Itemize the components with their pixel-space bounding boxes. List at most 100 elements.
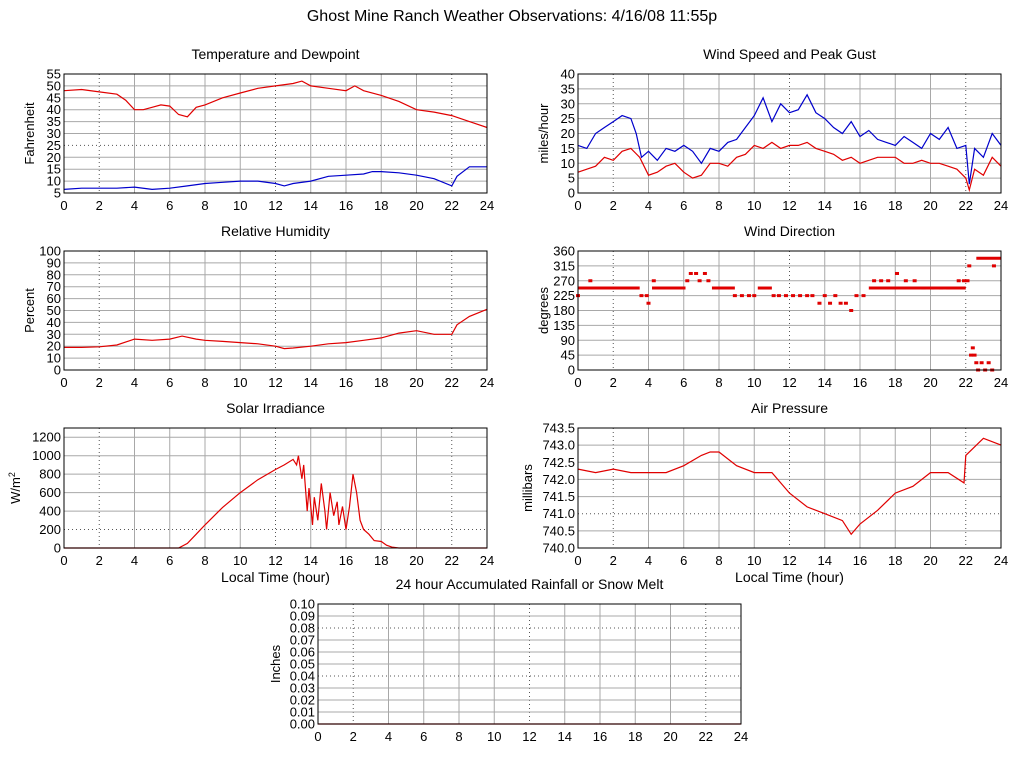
data-point (833, 294, 838, 298)
y-tick-label: 40 (47, 102, 61, 117)
x-tick-label: 20 (923, 553, 937, 568)
data-point (872, 279, 877, 283)
data-point (644, 294, 649, 298)
x-tick-label: 0 (60, 198, 67, 213)
data-point (903, 279, 908, 283)
plot-frame (63, 427, 488, 549)
data-point (783, 294, 788, 298)
y-tick-label: 743.0 (542, 438, 575, 453)
x-tick-label: 18 (888, 375, 902, 390)
x-tick-label: 8 (715, 375, 722, 390)
y-tick-label: 270 (553, 273, 575, 288)
x-tick-label: 18 (888, 198, 902, 213)
y-tick-label: 50 (47, 78, 61, 93)
x-tick-label: 22 (445, 198, 459, 213)
x-tick-label: 4 (131, 198, 138, 213)
chart-rain: 0 2 4 6 8 10 12 14 16 18 20 22 240.000.010.020.030.0… (268, 576, 748, 744)
x-tick-label: 4 (385, 729, 392, 744)
y-tick-label: 55 (47, 67, 61, 82)
data-point (946, 286, 951, 290)
y-axis-label: millibars (520, 464, 535, 512)
y-tick-label: 0.02 (290, 693, 315, 708)
data-point (967, 264, 972, 268)
data-point (776, 294, 781, 298)
y-tick-label: 0 (568, 186, 575, 201)
x-tick-label: 12 (268, 198, 282, 213)
x-tick-label: 24 (994, 553, 1008, 568)
x-tick-label: 24 (994, 198, 1008, 213)
data-point (961, 279, 966, 283)
y-tick-label: 741.0 (542, 506, 575, 521)
page-title: Ghost Mine Ranch Weather Observations: 4… (306, 8, 718, 25)
y-tick-label: 0.10 (290, 597, 315, 612)
y-tick-label: 10 (561, 156, 575, 171)
y-tick-label: 0 (54, 541, 61, 556)
x-axis-label: Local Time (hour) (735, 569, 844, 585)
x-tick-label: 16 (853, 375, 867, 390)
x-tick-label: 12 (782, 375, 796, 390)
x-tick-label: 14 (558, 729, 572, 744)
x-tick-label: 16 (339, 198, 353, 213)
data-point (854, 294, 859, 298)
x-tick-label: 0 (574, 198, 581, 213)
x-tick-label: 10 (487, 729, 501, 744)
chart-title: Air Pressure (751, 400, 828, 416)
y-tick-label: 740.5 (542, 523, 575, 538)
x-tick-label: 10 (747, 553, 761, 568)
chart-title: 24 hour Accumulated Rainfall or Snow Mel… (396, 576, 664, 592)
data-point (639, 294, 644, 298)
x-tick-label: 10 (747, 375, 761, 390)
x-tick-label: 8 (455, 729, 462, 744)
y-tick-label: 743.5 (542, 421, 575, 436)
x-tick-label: 4 (131, 553, 138, 568)
y-tick-label: 0.01 (290, 705, 315, 720)
y-tick-label: 1200 (32, 430, 61, 445)
y-tick-label: 20 (47, 339, 61, 354)
y-tick-label: 5 (568, 171, 575, 186)
y-tick-label: 0 (54, 363, 61, 378)
data-point (886, 279, 891, 283)
data-point (965, 279, 970, 283)
y-tick-label: 25 (561, 111, 575, 126)
data-point (930, 286, 935, 290)
y-axis-label-superscript: 2 (7, 472, 17, 477)
x-tick-label: 20 (663, 729, 677, 744)
y-tick-label: 400 (39, 504, 61, 519)
plot-frame (63, 73, 488, 194)
y-tick-label: 15 (47, 162, 61, 177)
x-tick-label: 20 (409, 553, 423, 568)
x-tick-label: 6 (166, 375, 173, 390)
y-tick-label: 0.04 (290, 669, 315, 684)
x-tick-label: 8 (201, 375, 208, 390)
y-axis-label: degrees (536, 287, 551, 334)
x-tick-label: 0 (60, 553, 67, 568)
x-tick-label: 16 (339, 375, 353, 390)
data-point (921, 286, 926, 290)
series-line (577, 141, 1002, 193)
x-tick-label: 14 (304, 198, 318, 213)
y-tick-label: 30 (561, 96, 575, 111)
series-line (63, 166, 487, 191)
x-tick-label: 12 (268, 553, 282, 568)
data-point (688, 271, 693, 275)
y-tick-label: 10 (47, 351, 61, 366)
x-tick-label: 18 (374, 198, 388, 213)
chart-title: Solar Irradiance (226, 400, 325, 416)
x-tick-label: 6 (166, 553, 173, 568)
series-line (577, 93, 1002, 185)
x-tick-label: 20 (409, 375, 423, 390)
series-line (64, 308, 488, 350)
y-tick-label: 20 (561, 126, 575, 141)
x-tick-label: 6 (166, 198, 173, 213)
x-tick-label: 22 (445, 553, 459, 568)
x-tick-label: 0 (314, 729, 321, 744)
plot-frame (63, 250, 488, 371)
x-tick-label: 12 (268, 375, 282, 390)
x-tick-label: 24 (480, 198, 494, 213)
y-tick-label: 35 (47, 114, 61, 129)
x-tick-label: 2 (610, 553, 617, 568)
y-tick-label: 90 (561, 333, 575, 348)
y-tick-label: 180 (553, 303, 575, 318)
x-tick-label: 22 (959, 198, 973, 213)
x-tick-label: 14 (304, 375, 318, 390)
